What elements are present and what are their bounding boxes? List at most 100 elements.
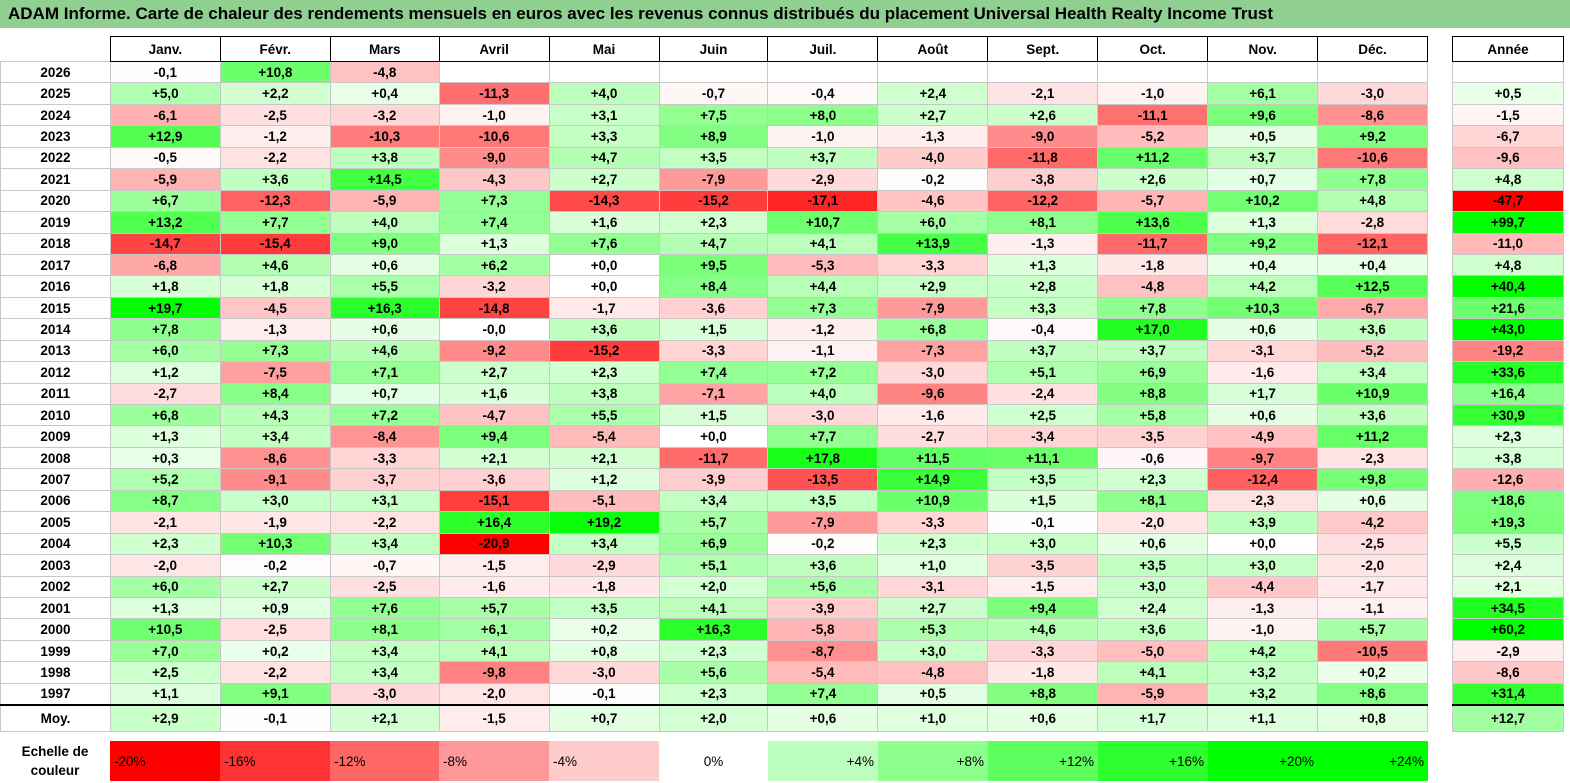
heatmap-cell: -7,5 (219, 361, 331, 384)
heatmap-cell: +5,6 (658, 661, 769, 684)
year-total-cell (1452, 60, 1564, 84)
heatmap-cell: -4,4 (1207, 575, 1319, 598)
heatmap-cell: -11,7 (1097, 232, 1209, 255)
year-total-row: +30,9 (1452, 403, 1564, 427)
heatmap-cell: -8,6 (219, 446, 331, 470)
year-row: 2023 +12,9 -1,2 -10,3 -10,6 +3,3 +8,9 -1,0 -1,3-… (0, 125, 1428, 148)
heatmap-cell (1317, 60, 1428, 84)
year-total-cell: +60,2 (1452, 618, 1564, 641)
heatmap-cell: +0,3 (109, 446, 221, 470)
heatmap-cell: +1,3 (109, 596, 221, 620)
heatmap-cell: -3,3 (658, 339, 769, 363)
row-year-label: 2023 (0, 125, 111, 148)
heatmap-cell: -1,8 (987, 661, 1099, 684)
heatmap-cell: -2,0 (109, 554, 221, 577)
heatmap-cell: -1,0 (1097, 82, 1209, 105)
heatmap-cell: -7,1 (658, 382, 769, 406)
heatmap-cell: +4,6 (329, 339, 440, 363)
heatmap-cell: +2,9 (877, 275, 989, 298)
heatmap-cell: +3,6 (1317, 318, 1428, 341)
year-total-row: +16,4 (1452, 382, 1564, 406)
heatmap-cell: -1,3 (987, 232, 1099, 255)
chart-title: ADAM Informe. Carte de chaleur des rende… (0, 0, 1570, 28)
heatmap-cell: +2,7 (877, 103, 989, 127)
heatmap-cell: +6,9 (658, 532, 769, 556)
heatmap-cell: +1,8 (219, 275, 331, 298)
heatmap-cell: -1,3 (877, 125, 989, 148)
heatmap-cell: -2,4 (987, 382, 1099, 406)
heatmap-cell: -3,5 (1097, 425, 1209, 448)
heatmap-cell: +3,7 (987, 339, 1099, 363)
month-header: Juil. (767, 36, 879, 62)
heatmap-cell: +0,2 (1317, 661, 1428, 684)
heatmap-cell (658, 60, 769, 84)
heatmap-cell: +17,8 (767, 446, 879, 470)
heatmap-cell: +2,3 (109, 532, 221, 556)
heatmap-cell: +9,4 (987, 596, 1099, 620)
heatmap-cell: -4,8 (877, 661, 989, 684)
heatmap-cell: +3,6 (548, 318, 660, 341)
heatmap-cell: +0,2 (219, 639, 331, 663)
heatmap-cell: +10,9 (1317, 382, 1428, 406)
heatmap-cell: +1,1 (1207, 703, 1319, 733)
year-row: 2005 -2,1 -1,9 -2,2 +16,4 +19,2 +5,7 -7,9 -3,3 -0… (0, 511, 1428, 534)
year-row: 2010 +6,8 +4,3 +7,2 -4,7 +5,5 +1,5 -3,0 -1,6 +2,5… (0, 403, 1428, 427)
heatmap-cell: -2,1 (987, 82, 1099, 105)
heatmap-cell: -5,2 (1317, 339, 1428, 363)
heatmap-cell: +8,7 (109, 489, 221, 513)
heatmap-cell: +4,4 (767, 275, 879, 298)
heatmap-cell: +5,7 (438, 596, 550, 620)
heatmap-cell: -3,5 (987, 554, 1099, 577)
heatmap-cell: +9,6 (1207, 103, 1319, 127)
heatmap-cell: -2,2 (329, 511, 440, 534)
year-total-cell: +33,6 (1452, 361, 1564, 384)
row-year-label: 2000 (0, 618, 111, 641)
year-row: 2018 -14,7 -15,4 +9,0 +1,3 +7,6 +4,7 +4,1 +13,9-… (0, 232, 1428, 255)
heatmap-cell: +3,6 (219, 168, 331, 191)
heatmap-cell: +4,8 (1317, 189, 1428, 213)
heatmap-cell: -3,1 (1207, 339, 1319, 363)
row-year-label: 2012 (0, 361, 111, 384)
row-year-label: 1998 (0, 661, 111, 684)
row-year-label: 2003 (0, 554, 111, 577)
heatmap-cell: -1,3 (219, 318, 331, 341)
heatmap-cell: -2,9 (767, 168, 879, 191)
heatmap-cell: -2,7 (109, 382, 221, 406)
heatmap-cell: -1,3 (1207, 596, 1319, 620)
heatmap-cell: +2,7 (438, 361, 550, 384)
year-total-cell: +3,8 (1452, 446, 1564, 470)
heatmap-cell: +1,3 (109, 425, 221, 448)
heatmap-cell: -3,7 (329, 468, 440, 491)
year-total-row: -2,9 (1452, 639, 1564, 663)
heatmap-cell (1097, 60, 1209, 84)
row-year-label: 2026 (0, 60, 111, 84)
heatmap-cell: -0,1 (548, 682, 660, 706)
heatmap-cell: +3,0 (987, 532, 1099, 556)
year-total-cell: +16,4 (1452, 382, 1564, 406)
year-total-row: -9,6 (1452, 146, 1564, 170)
heatmap-cell: +3,7 (1097, 339, 1209, 363)
heatmap-cell: -14,7 (109, 232, 221, 255)
heatmap-cell: -10,6 (438, 125, 550, 148)
heatmap-cell: -0,7 (329, 554, 440, 577)
year-total-row: +43,0 (1452, 318, 1564, 341)
month-header: Mars (329, 36, 440, 62)
row-year-label: 2021 (0, 168, 111, 191)
heatmap-cell: -2,0 (438, 682, 550, 706)
heatmap-cell: +0,6 (329, 318, 440, 341)
row-year-label: 2025 (0, 82, 111, 105)
row-year-label: 2010 (0, 403, 111, 427)
heatmap-cell: +5,7 (1317, 618, 1428, 641)
row-year-label: 2009 (0, 425, 111, 448)
heatmap-cell (767, 60, 879, 84)
heatmap-cell: -1,7 (548, 296, 660, 320)
heatmap-cell: +7,4 (658, 361, 769, 384)
heatmap-cell: +2,3 (1097, 468, 1209, 491)
year-total-row: +34,5 (1452, 596, 1564, 620)
month-header: Janv. (109, 36, 221, 62)
heatmap-cell: +2,6 (987, 103, 1099, 127)
heatmap-cell: +7,7 (219, 211, 331, 234)
heatmap-cell: +1,6 (438, 382, 550, 406)
year-row: 2019 +13,2 +7,7 +4,0 +7,4 +1,6 +2,3 +10,7 +6,0 +8… (0, 211, 1428, 234)
heatmap-cell: +7,2 (767, 361, 879, 384)
